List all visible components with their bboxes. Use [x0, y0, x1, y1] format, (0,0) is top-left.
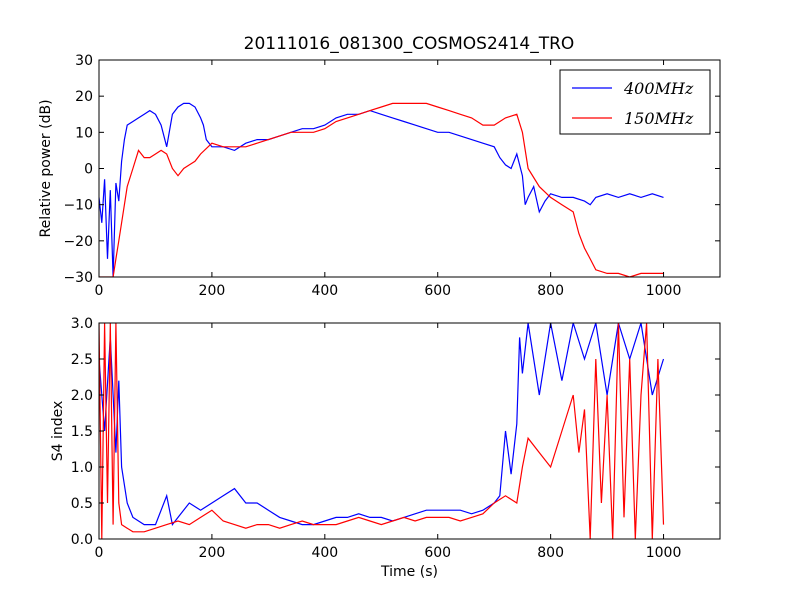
x-tick-label: 400 — [311, 545, 338, 561]
y-tick-label: 30 — [75, 53, 93, 69]
series-line-150mhz — [99, 323, 665, 539]
power-plot: 0 200 400 600 800 1000 −30 −20 −10 0 10 20 30 Relativ… — [38, 53, 721, 299]
legend-box — [559, 69, 711, 135]
legend-entry: 150MHz — [624, 109, 694, 128]
x-tick-label: 0 — [95, 545, 104, 561]
y-tick-label: 20 — [75, 89, 93, 105]
y-tick-label: 1.0 — [71, 460, 93, 476]
series-line-400mhz — [99, 323, 665, 527]
chart-title: 20111016_081300_COSMOS2414_TRO — [244, 34, 575, 54]
x-tick-label: 200 — [199, 545, 226, 561]
y-tick-label: −30 — [63, 270, 93, 286]
y-tick-label: 0.5 — [71, 496, 93, 512]
x-tick-label: 600 — [424, 283, 451, 299]
x-tick-label: 400 — [311, 283, 338, 299]
y-tick-label: 0 — [84, 162, 93, 178]
y-tick-label: 10 — [75, 125, 93, 141]
y-tick-label: 0.0 — [71, 532, 93, 548]
x-tick-label: 0 — [95, 283, 104, 299]
x-tick-label: 800 — [537, 545, 564, 561]
y-tick-label: −20 — [63, 234, 93, 250]
series-line-150mhz — [99, 102, 664, 277]
x-tick-label: 200 — [199, 283, 226, 299]
x-tick-label: 800 — [537, 283, 564, 299]
y-tick-label: −10 — [63, 198, 93, 214]
legend-entry: 400MHz — [623, 79, 694, 98]
y-tick-label: 2.5 — [71, 352, 93, 368]
s4-plot: 0 200 400 600 800 1000 0.0 0.5 1.0 1.5 2.0 2.5 3.0 S4… — [50, 316, 721, 580]
y-tick-label: 2.0 — [71, 388, 93, 404]
x-tick-label: 1000 — [646, 283, 682, 299]
y-axis-label: Relative power (dB) — [38, 99, 54, 237]
x-axis-label: Time (s) — [380, 564, 438, 580]
x-tick-label: 600 — [424, 545, 451, 561]
y-tick-label: 1.5 — [71, 424, 93, 440]
y-tick-label: 3.0 — [71, 316, 93, 332]
x-tick-label: 1000 — [646, 545, 682, 561]
y-axis-label: S4 index — [50, 401, 66, 462]
series-line-400mhz — [99, 102, 664, 277]
